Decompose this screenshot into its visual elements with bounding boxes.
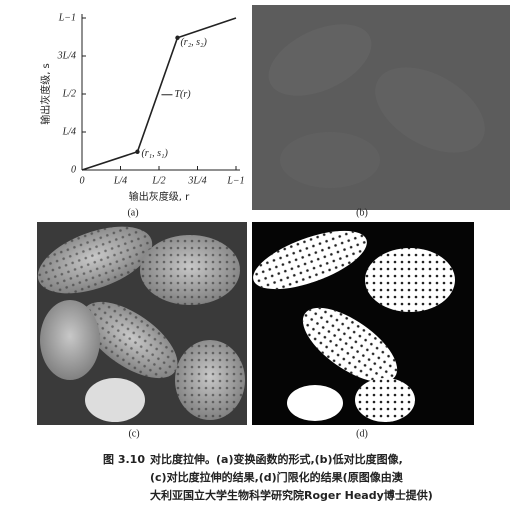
caption-line: (c)对比度拉伸的结果,(d)门限化的结果(原图像由澳 — [150, 470, 404, 484]
control-point — [175, 35, 180, 40]
panel-label: (a) — [127, 207, 138, 218]
x-tick-label: 3L/4 — [187, 175, 206, 186]
annotation: (r₁, s₁) — [141, 148, 168, 159]
x-tick-label: L−1 — [226, 175, 244, 186]
panel-label: (c) — [128, 428, 139, 439]
image-d — [252, 222, 474, 425]
y-tick-label: L−1 — [58, 12, 76, 23]
y-axis-label: 输出灰度级, s — [39, 63, 52, 125]
x-tick-label: L/2 — [151, 175, 165, 186]
image-c — [37, 222, 247, 425]
y-tick-label: L/2 — [62, 88, 76, 99]
image-b — [252, 5, 510, 210]
x-tick-label: L/4 — [113, 175, 127, 186]
transform-curve — [81, 17, 237, 171]
panel-label: (d) — [356, 428, 368, 439]
control-point — [135, 149, 140, 154]
y-tick-label: L/4 — [62, 126, 76, 137]
x-axis-label: 输出灰度级, r — [129, 190, 190, 203]
x-tick-label: 0 — [80, 175, 85, 186]
y-tick-label: 3L/4 — [57, 50, 76, 61]
caption-number: 图 3.10 — [103, 453, 145, 466]
panel-label: (b) — [356, 207, 368, 218]
annotation: (r₂, s₂) — [180, 37, 207, 48]
y-tick-label: 0 — [71, 164, 76, 175]
caption-line: 大利亚国立大学生物科学研究院Roger Heady博士提供) — [150, 488, 433, 502]
annotation: T(r) — [174, 89, 191, 100]
caption-line: 对比度拉伸。(a)变换函数的形式,(b)低对比度图像, — [150, 452, 403, 466]
